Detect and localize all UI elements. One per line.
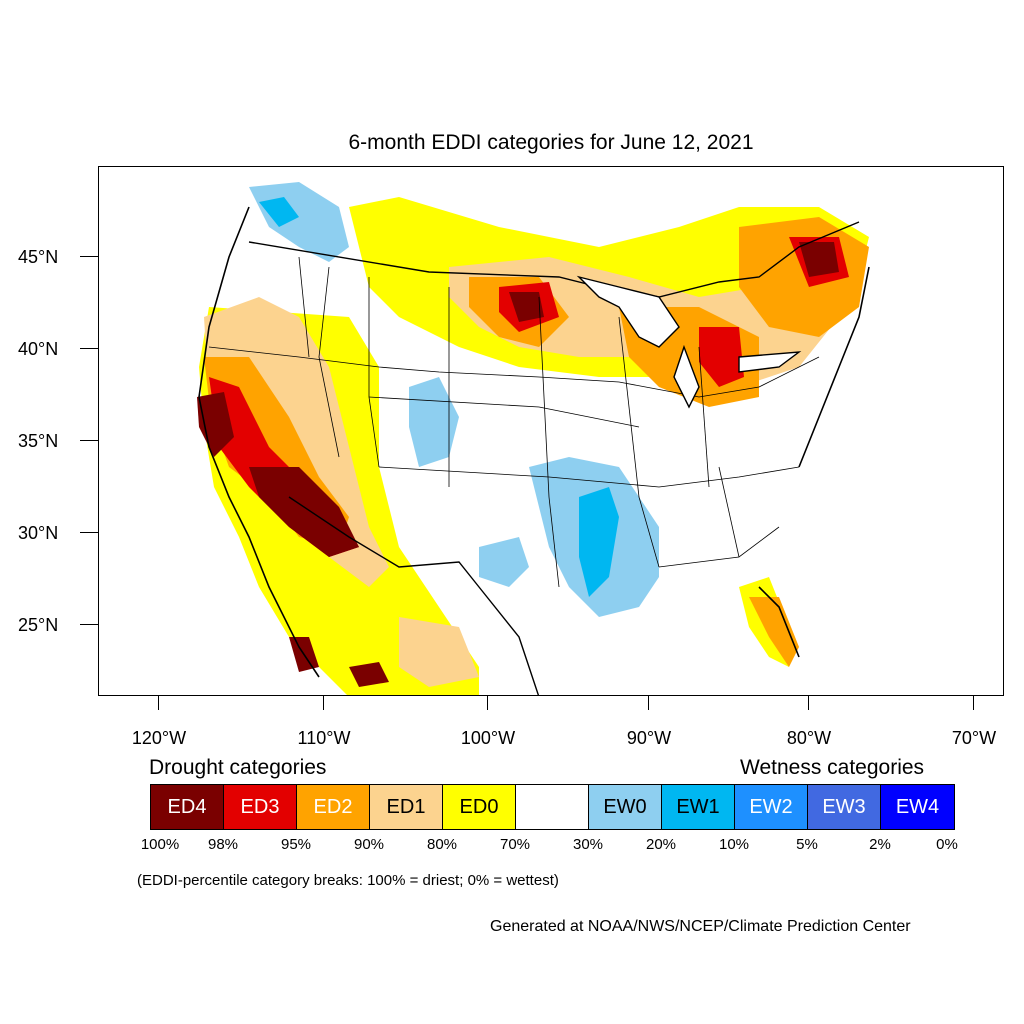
lat-tick-30: [80, 532, 98, 533]
ed4-maine: [799, 242, 839, 277]
category-legend: ED4 ED3 ED2 ED1 ED0 EW0 EW1 EW2 EW3 EW4: [150, 784, 955, 830]
wet-area-plains: [409, 377, 459, 467]
lon-label-110: 110°W: [297, 728, 351, 748]
legend-cell-ed1: ED1: [370, 785, 443, 829]
coastlines: [198, 206, 870, 678]
lon-label-80: 80°W: [786, 728, 832, 748]
lat-label-30: 30°N: [18, 523, 59, 543]
legend-cell-ew1: EW1: [662, 785, 735, 829]
legend-cell-normal: [516, 785, 589, 829]
ed4-sonora: [349, 662, 389, 687]
credit-line: Generated at NOAA/NWS/NCEP/Climate Predi…: [490, 918, 911, 935]
map-title: 6-month EDDI categories for June 12, 202…: [348, 131, 754, 154]
lat-label-25: 25°N: [18, 615, 59, 635]
lon-tick-90: [648, 696, 649, 710]
lon-label-100: 100°W: [460, 728, 516, 748]
percentile-break-label: 20%: [645, 836, 677, 853]
lat-label-45: 45°N: [18, 247, 59, 267]
category-breaks-note: (EDDI-percentile category breaks: 100% =…: [137, 872, 559, 889]
lon-tick-80: [808, 696, 809, 710]
legend-cell-ed0: ED0: [443, 785, 516, 829]
ed4-california: [197, 392, 234, 457]
percentile-break-label: 95%: [280, 836, 312, 853]
lat-tick-35: [80, 440, 98, 441]
legend-cell-ew2: EW2: [735, 785, 808, 829]
lat-tick-25: [80, 624, 98, 625]
lat-label-40: 40°N: [18, 339, 59, 359]
wet-area-mississippi-core: [579, 487, 619, 597]
great-lakes: [576, 275, 802, 409]
ed2-florida: [749, 597, 799, 667]
lon-label-120: 120°W: [131, 728, 187, 748]
percentile-break-label: 0%: [936, 836, 958, 853]
percentile-break-label: 90%: [353, 836, 385, 853]
eddi-map: [197, 182, 889, 695]
lon-tick-110: [323, 696, 324, 710]
percentile-break-label: 5%: [796, 836, 818, 853]
legend-cell-ew4: EW4: [881, 785, 954, 829]
map-panel: [98, 166, 1004, 696]
lat-tick-40: [80, 348, 98, 349]
lon-label-90: 90°W: [626, 728, 672, 748]
lon-tick-100: [487, 696, 488, 710]
wetness-categories-title: Wetness categories: [740, 756, 925, 779]
state-borders: [208, 256, 820, 588]
ed4-arizona: [249, 467, 359, 557]
percentile-break-label: 30%: [572, 836, 604, 853]
percentile-break-label: 80%: [426, 836, 458, 853]
legend-cell-ew3: EW3: [808, 785, 881, 829]
percentile-break-label: 100%: [140, 836, 180, 853]
wet-area-texas: [479, 537, 529, 587]
legend-cell-ew0: EW0: [589, 785, 662, 829]
percentile-break-label: 70%: [499, 836, 531, 853]
drought-categories-title: Drought categories: [149, 756, 327, 779]
legend-cell-ed3: ED3: [224, 785, 297, 829]
legend-cell-ed4: ED4: [151, 785, 224, 829]
percentile-break-label: 98%: [207, 836, 239, 853]
percentile-break-label: 2%: [869, 836, 891, 853]
ed1-southwest: [399, 617, 479, 687]
lon-tick-120: [158, 696, 159, 710]
lon-label-70: 70°W: [951, 728, 997, 748]
lon-tick-70: [973, 696, 974, 710]
wet-area-northwest-core: [259, 197, 299, 227]
lat-label-35: 35°N: [18, 431, 59, 451]
ed3-michigan: [699, 327, 744, 387]
ed4-north-dakota: [509, 292, 544, 322]
legend-cell-ed2: ED2: [297, 785, 370, 829]
percentile-break-label: 10%: [718, 836, 750, 853]
lat-tick-45: [80, 256, 98, 257]
